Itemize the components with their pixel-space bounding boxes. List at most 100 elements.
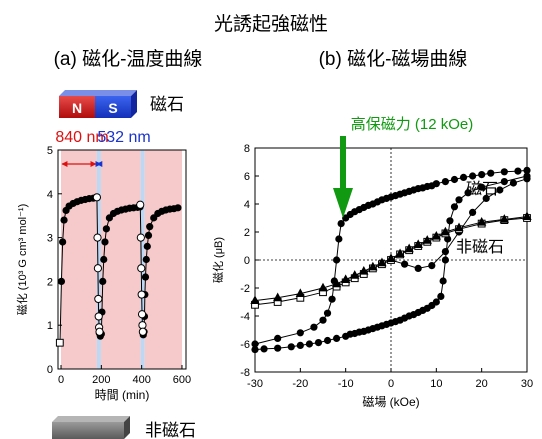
data-point-open-circle: [95, 327, 104, 336]
y-axis-label: 磁化 (μB): [211, 237, 225, 283]
panel-a-chart: 0 200 400 600 0 1 2 3 4 5 時間 (min) 磁化 (10³ G cm³ mo…: [15, 129, 191, 402]
data-point-filled-circle: [500, 168, 508, 176]
data-point-filled-circle: [333, 256, 341, 264]
shaded-region-2: [96, 150, 101, 369]
shaded-region-1: [61, 150, 97, 369]
data-point-open-circle: [136, 233, 145, 242]
data-point-filled-circle: [144, 231, 153, 240]
x-tick-label: 0: [388, 378, 394, 390]
data-point-open-circle: [94, 312, 103, 321]
y-tick-label: 0: [244, 255, 250, 267]
data-point-filled-triangle: [295, 288, 306, 298]
data-point-filled-triangle: [499, 214, 510, 223]
data-point-filled-circle: [523, 175, 531, 183]
y-tick-label: 3: [47, 233, 53, 245]
nonmagnet-icon: [52, 416, 130, 439]
data-point-filled-circle: [469, 208, 477, 216]
magnet-label: 磁石: [150, 95, 184, 114]
data-point-filled-circle: [142, 255, 150, 264]
x-tick-label: 30: [521, 378, 533, 390]
y-tick-label: 0: [47, 364, 53, 376]
data-point-filled-circle: [296, 341, 304, 349]
data-point-filled-circle: [478, 183, 486, 191]
magnet-s-label: S: [108, 100, 117, 116]
data-point-filled-circle: [469, 172, 477, 180]
data-point-filled-circle: [523, 166, 531, 174]
data-point-filled-circle: [287, 343, 295, 351]
magnet-curve-label: 磁石: [466, 180, 498, 198]
data-point-filled-triangle: [476, 216, 487, 226]
data-point-filled-circle: [99, 277, 107, 285]
data-point-filled-triangle: [413, 239, 423, 249]
data-point-filled-circle: [274, 334, 282, 342]
data-point-filled-circle: [146, 223, 154, 231]
x-tick-label: 600: [173, 374, 191, 386]
data-point-filled-circle: [296, 329, 304, 337]
nonmagnet-label: 非磁石: [145, 421, 196, 439]
data-point-filled-circle: [464, 189, 472, 197]
x-tick-label: 10: [430, 378, 442, 390]
data-point-filled-circle: [102, 225, 110, 233]
data-point-filled-circle: [414, 264, 422, 272]
data-point-open-circle: [137, 264, 146, 273]
data-point-filled-circle: [260, 345, 268, 353]
data-point-filled-triangle: [377, 257, 387, 267]
data-point-filled-circle: [342, 332, 350, 340]
data-point-filled-circle: [441, 248, 449, 256]
data-point-filled-triangle: [359, 265, 369, 275]
data-point-filled-circle: [496, 186, 504, 194]
x-axis-label: 磁場 (kOe): [362, 394, 419, 409]
data-point-filled-circle: [500, 178, 508, 186]
x-tick-label: -20: [292, 378, 308, 390]
data-point-filled-triangle: [522, 211, 532, 221]
data-point-open-circle: [94, 294, 103, 304]
x-tick-label: -10: [338, 378, 354, 390]
data-point-filled-triangle: [454, 222, 464, 232]
y-tick-label: 2: [244, 227, 250, 239]
data-point-filled-circle: [482, 194, 490, 202]
y-tick-label: 8: [244, 143, 250, 155]
data-point-filled-circle: [57, 277, 66, 285]
y-axis-label: 磁化 (10³ G cm³ mol⁻¹): [15, 204, 29, 316]
shaded-region-3: [100, 150, 141, 369]
data-point-open-circle: [136, 200, 145, 209]
y-tick-label: -8: [240, 367, 250, 379]
data-point-open-circle: [138, 327, 147, 336]
x-axis-label: 時間 (min): [95, 388, 150, 402]
panel-b-title: (b) 磁化-磁場曲線: [319, 48, 468, 70]
data-point-filled-circle: [174, 204, 182, 212]
data-point-filled-circle: [401, 260, 409, 268]
data-point-filled-circle: [509, 179, 517, 187]
wavelength-840-label: 840 nm: [55, 129, 108, 146]
data-point-filled-triangle: [350, 270, 360, 279]
wavelength-532-label: 532 nm: [97, 129, 150, 146]
data-point-filled-circle: [487, 169, 495, 177]
data-point-filled-circle: [450, 203, 459, 211]
data-point-filled-circle: [323, 309, 332, 317]
data-point-filled-circle: [459, 173, 468, 181]
shaded-region-5: [144, 150, 182, 369]
data-point-filled-triangle: [395, 248, 405, 258]
x-tick-label: 0: [58, 374, 64, 386]
panel-a-frame: [57, 149, 187, 370]
data-point-filled-circle: [437, 292, 445, 300]
data-point-filled-circle: [323, 336, 332, 345]
panel-a-title: (a) 磁化-温度曲線: [54, 48, 203, 70]
data-point-filled-circle: [450, 175, 459, 184]
figure-title: 光誘起強磁性: [214, 13, 328, 35]
data-point-filled-circle: [251, 340, 259, 348]
data-point-open-circle: [93, 264, 103, 273]
data-point-filled-circle: [428, 262, 436, 270]
y-tick-label: 4: [244, 199, 250, 211]
data-point-filled-circle: [441, 256, 449, 264]
x-tick-label: 400: [132, 374, 150, 386]
data-point-filled-circle: [514, 167, 522, 175]
data-point-filled-circle: [60, 216, 68, 224]
data-point-filled-circle: [314, 339, 323, 347]
data-point-filled-circle: [439, 277, 447, 285]
y-tick-label: 2: [47, 276, 53, 288]
data-point-open-square: [55, 338, 64, 347]
magnet-n-label: N: [72, 100, 82, 116]
data-point-filled-circle: [59, 238, 67, 246]
